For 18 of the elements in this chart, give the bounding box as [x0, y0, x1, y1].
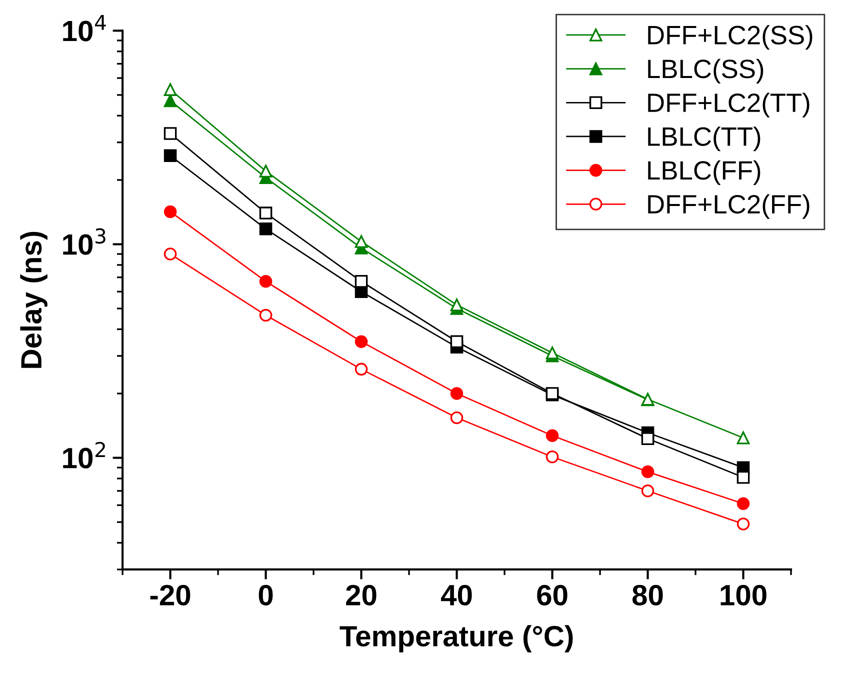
y-tick-label: 10$^{3}$ [63, 228, 106, 255]
y-tick-label: 10$^{2}$ [63, 442, 105, 468]
y-axis-title: Delay (ns) [20, 232, 48, 368]
x-tick-label: 80 [632, 584, 663, 606]
x-axis-title: Temperature (°C) [340, 625, 573, 652]
legend-label: LBLC(TT) [648, 126, 760, 152]
x-tick-label: 20 [346, 584, 376, 606]
x-tick-label: -20 [150, 584, 190, 606]
x-tick-label: 40 [441, 584, 472, 606]
x-tick-label: 100 [720, 584, 766, 606]
x-tick-label: 0 [258, 584, 273, 606]
legend-label: LBLC(FF) [648, 160, 760, 186]
legend-label: DFF+LC2(FF) [648, 194, 810, 219]
legend-label: DFF+LC2(SS) [648, 25, 812, 50]
legend-label: LBLC(SS) [648, 58, 764, 84]
y-tick-label: 10$^{4}$ [63, 15, 106, 42]
x-tick-label: 60 [537, 584, 568, 606]
legend-label: DFF+LC2(TT) [648, 92, 810, 118]
